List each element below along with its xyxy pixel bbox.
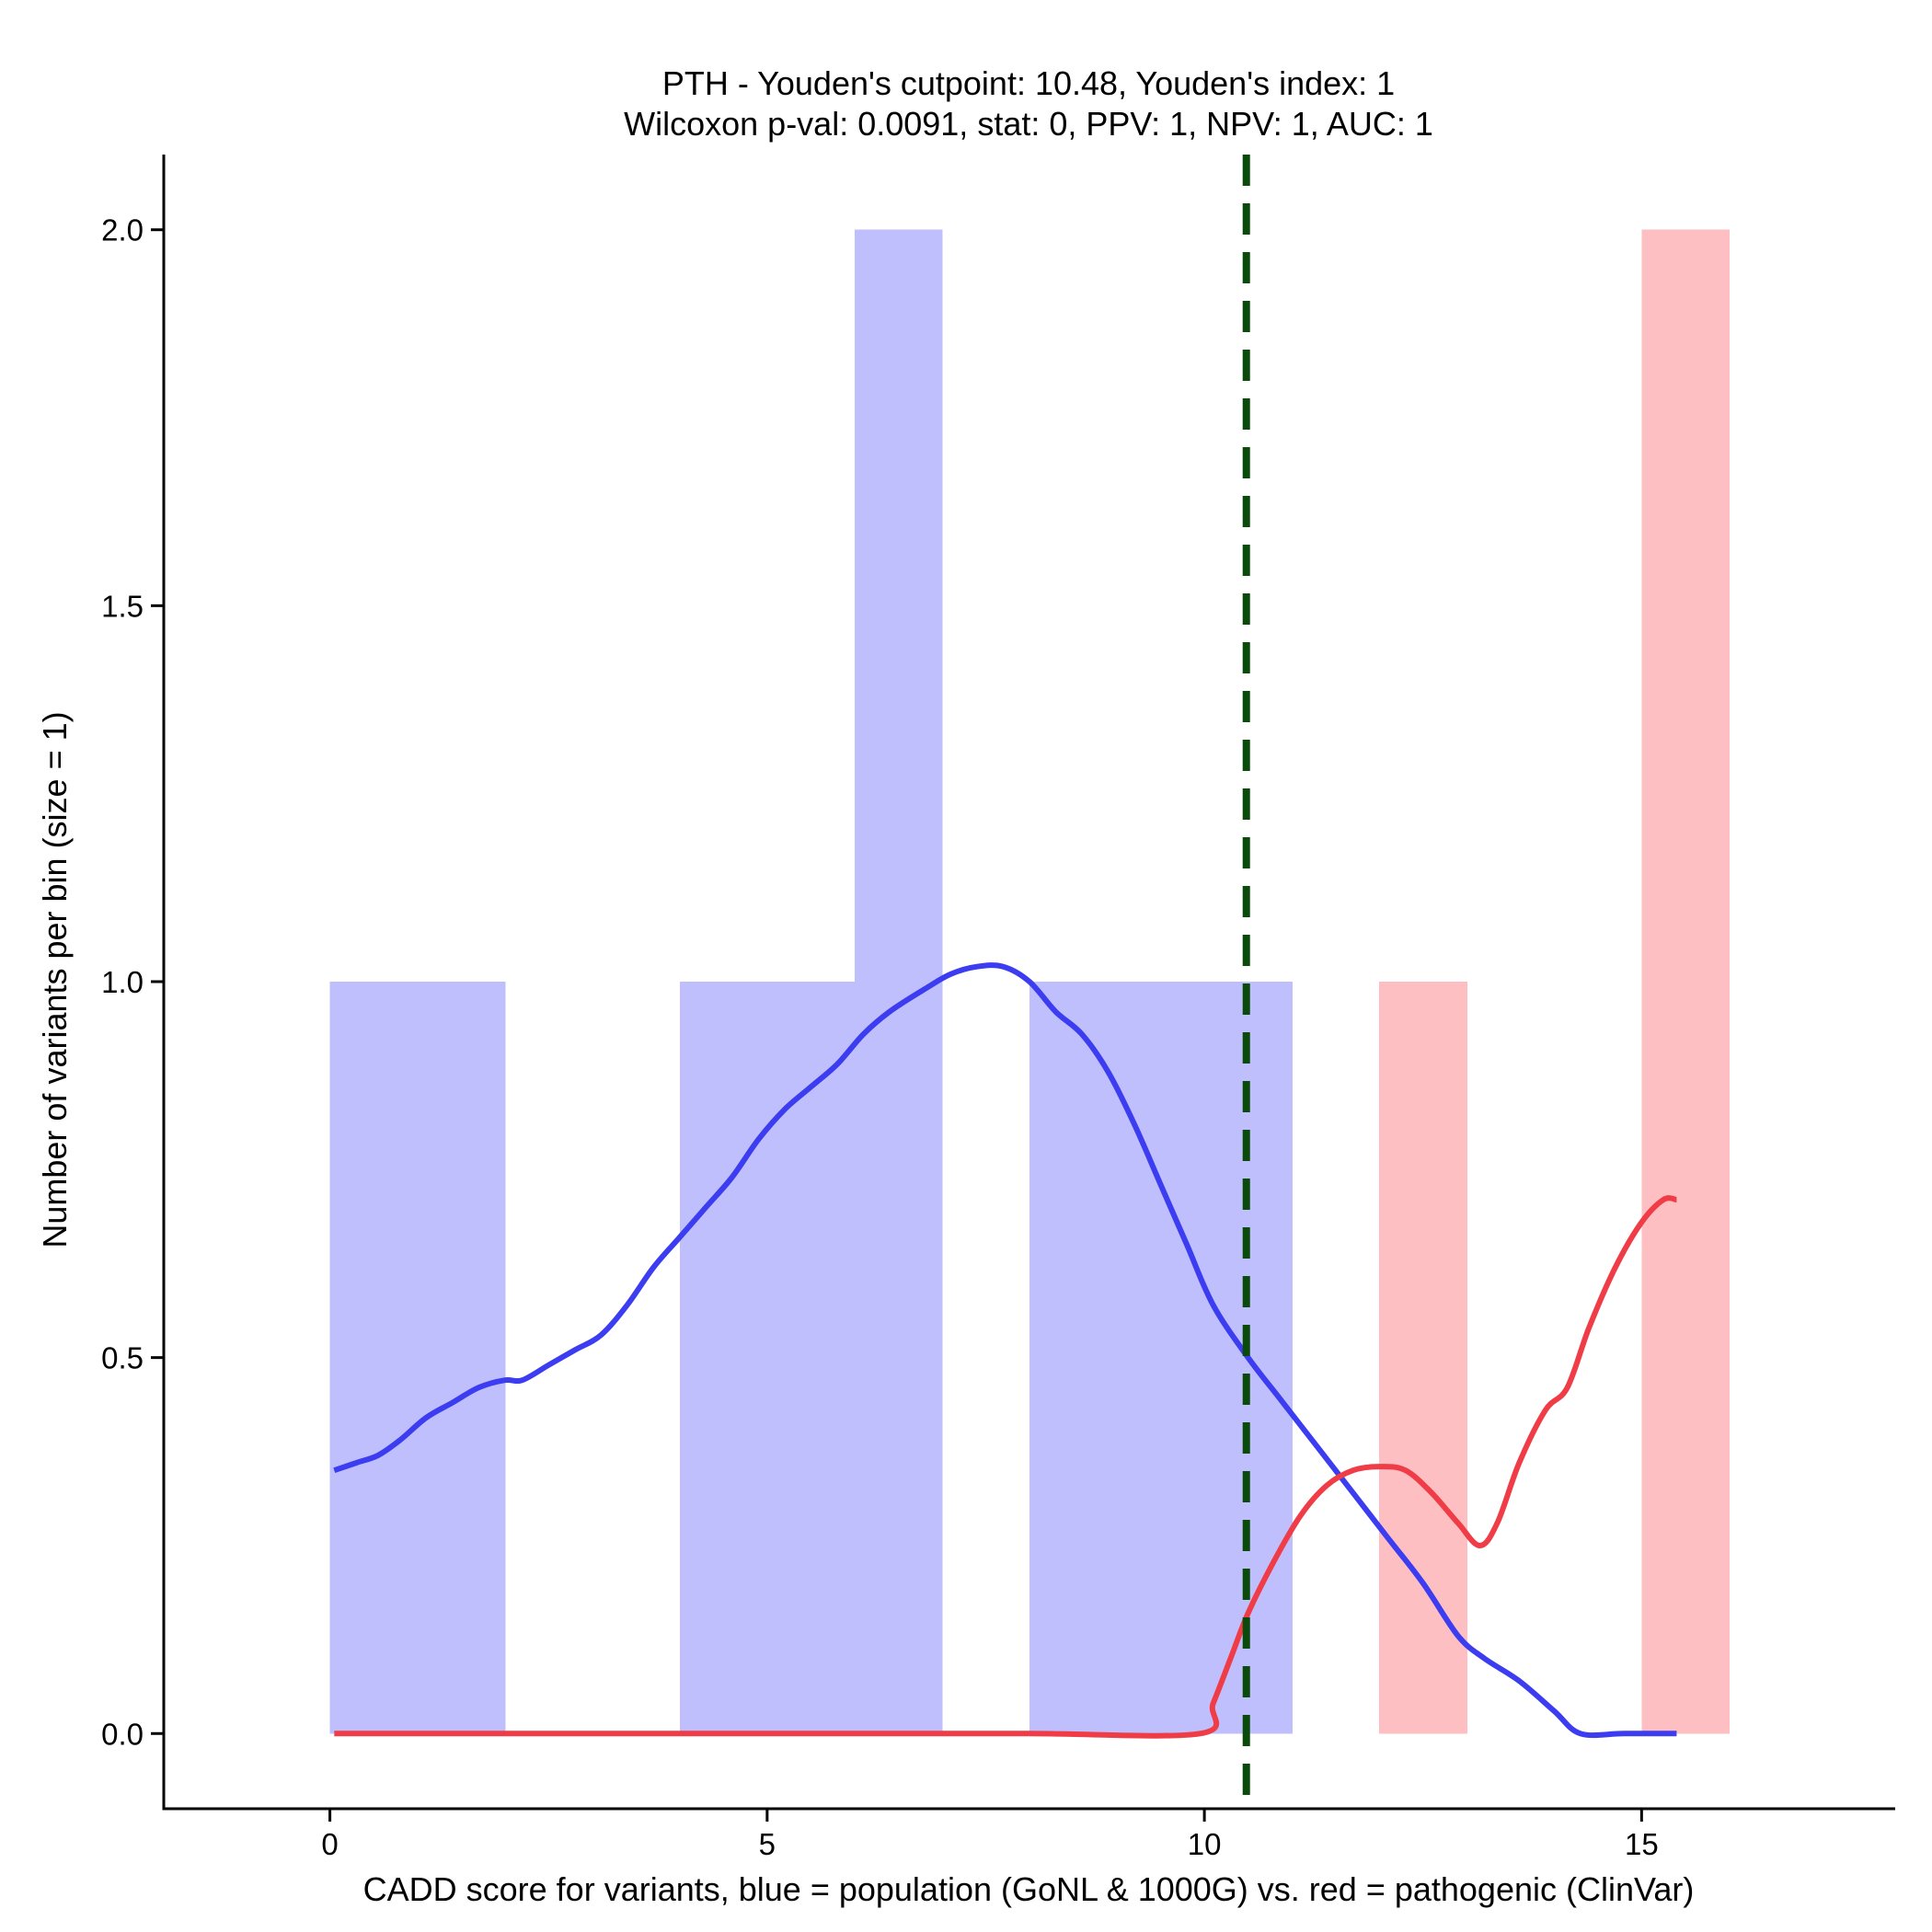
y-tick-label: 0.0 xyxy=(101,1717,144,1751)
x-tick-label: 0 xyxy=(321,1827,338,1861)
population-bar-3 xyxy=(766,982,856,1734)
density-curves xyxy=(333,962,1677,1739)
chart-title-line-1: PTH - Youden's cutpoint: 10.48, Youden's… xyxy=(662,64,1395,102)
y-tick-label: 2.0 xyxy=(101,213,144,247)
y-tick-label: 1.5 xyxy=(101,589,144,623)
population-bar-6 xyxy=(1117,982,1205,1734)
y-tick-label: 1.0 xyxy=(101,965,144,999)
x-tick-label: 15 xyxy=(1625,1827,1659,1861)
y-tick-label: 0.5 xyxy=(101,1341,144,1375)
population-bar-1 xyxy=(417,982,506,1734)
x-axis-ticks: 0 5 10 15 xyxy=(321,1809,1659,1861)
population-density-line xyxy=(333,962,1677,1739)
chart-title: PTH - Youden's cutpoint: 10.48, Youden's… xyxy=(624,64,1433,143)
population-bar-0 xyxy=(329,982,419,1734)
x-tick-label: 10 xyxy=(1188,1827,1222,1861)
y-axis-label: Number of variants per bin (size = 1) xyxy=(36,711,74,1248)
pathogenic-density-line xyxy=(334,1195,1677,1739)
population-bar-4 xyxy=(854,229,943,1734)
x-axis-label: CADD score for variants, blue = populati… xyxy=(363,1870,1695,1908)
pathogenic-bar-1 xyxy=(1641,229,1731,1734)
population-bar-2 xyxy=(679,982,768,1734)
population-bar-5 xyxy=(1029,982,1118,1734)
y-axis-ticks: 0.0 0.5 1.0 1.5 2.0 xyxy=(101,213,164,1751)
x-tick-label: 5 xyxy=(759,1827,776,1861)
pathogenic-bar-0 xyxy=(1379,982,1467,1734)
chart-title-line-2: Wilcoxon p-val: 0.0091, stat: 0, PPV: 1,… xyxy=(624,105,1433,143)
